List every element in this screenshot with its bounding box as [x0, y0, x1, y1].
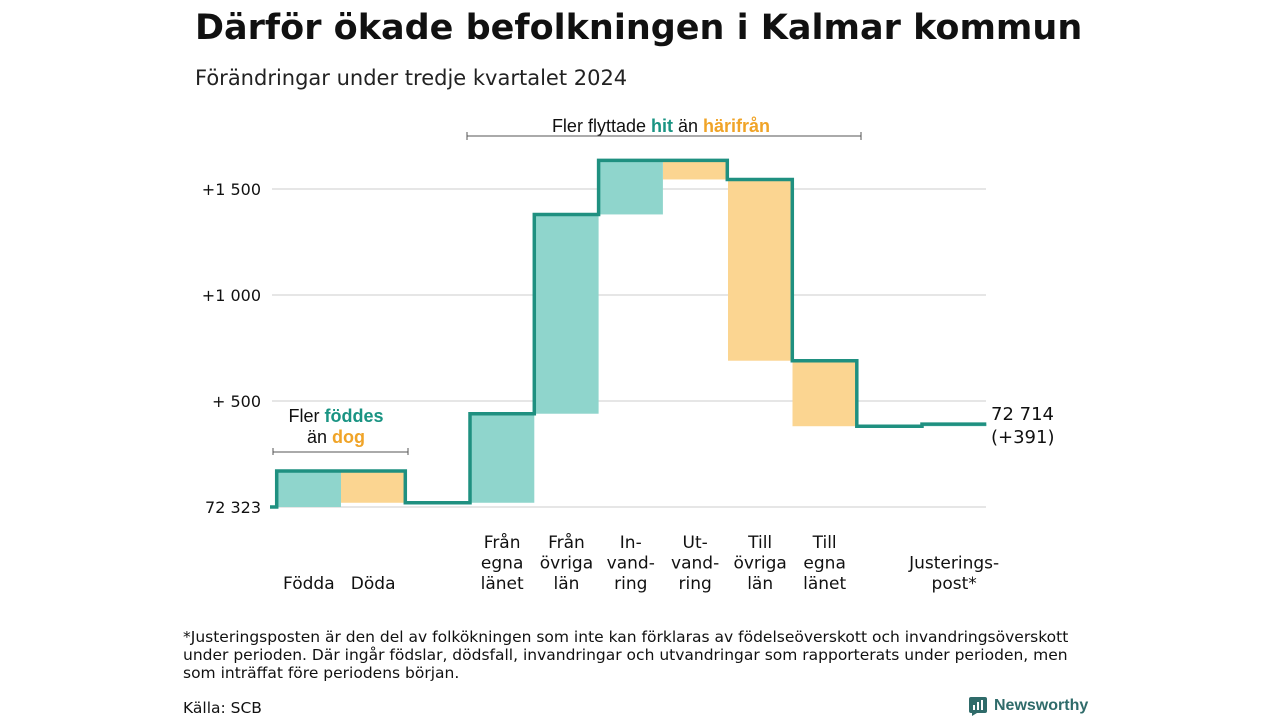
category-label: egna [803, 554, 845, 574]
bar [663, 160, 728, 180]
annotation-bracket [272, 448, 409, 455]
category-label: län [553, 574, 579, 594]
category-label: Döda [351, 574, 396, 594]
cumulative-step-line [270, 158, 987, 509]
source-label: Källa: SCB [183, 699, 262, 717]
category-label: övriga [540, 554, 593, 574]
annotation-migration: Fler flyttade hit än härifrån [552, 116, 770, 136]
category-label: ring [614, 574, 647, 594]
category-label: Till [747, 533, 772, 553]
annotation-text: än [307, 427, 332, 447]
category-label: län [747, 574, 773, 594]
annotation-text: Fler flyttade [552, 116, 651, 136]
bar [598, 160, 663, 215]
annotation-deaths: än dog [307, 427, 365, 447]
bar [728, 179, 793, 361]
category-label: Födda [283, 574, 335, 594]
newsworthy-logo-icon [969, 697, 987, 716]
category-label: Till [812, 533, 837, 553]
bar [276, 470, 341, 507]
brand-logo: Newsworthy [968, 696, 1088, 716]
annotation-bracket [466, 132, 862, 140]
y-tick-label: +1 500 [202, 180, 261, 199]
category-label: In- [620, 533, 642, 553]
end-change-label: (+391) [991, 427, 1054, 448]
bar [470, 413, 535, 503]
footnote: *Justeringsposten är den del av folkökni… [183, 628, 1069, 682]
category-label: länet [481, 574, 524, 594]
category-label: länet [803, 574, 846, 594]
annotation-highlight: föddes [324, 406, 383, 426]
category-label: vand- [607, 554, 655, 574]
category-label: ring [679, 574, 712, 594]
category-label: Från [548, 532, 585, 553]
category-label: Justerings- [908, 554, 999, 574]
bar [792, 360, 857, 427]
brand-name: Newsworthy [994, 697, 1089, 714]
annotation-births: Fler föddes [288, 406, 383, 426]
category-label: post* [932, 574, 977, 594]
y-tick-label: + 500 [212, 392, 261, 411]
category-label: övriga [733, 554, 786, 574]
category-label: egna [481, 554, 523, 574]
end-value-label: 72 714 [991, 404, 1054, 425]
annotation-text: än [673, 116, 703, 136]
annotation-highlight: dog [332, 427, 365, 447]
bar [341, 470, 406, 503]
category-label: vand- [671, 554, 719, 574]
bar [534, 214, 599, 414]
y-tick-label: 72 323 [205, 498, 261, 517]
chart-title: Därför ökade befolkningen i Kalmar kommu… [195, 8, 1083, 48]
annotation-text: Fler [288, 406, 324, 426]
category-label: Från [484, 532, 521, 553]
y-tick-label: +1 000 [202, 286, 261, 305]
annotation-text: härifrån [703, 116, 770, 136]
category-label: Ut- [683, 533, 708, 553]
annotation-text: hit [651, 116, 673, 136]
chart-subtitle: Förändringar under tredje kvartalet 2024 [195, 66, 628, 90]
